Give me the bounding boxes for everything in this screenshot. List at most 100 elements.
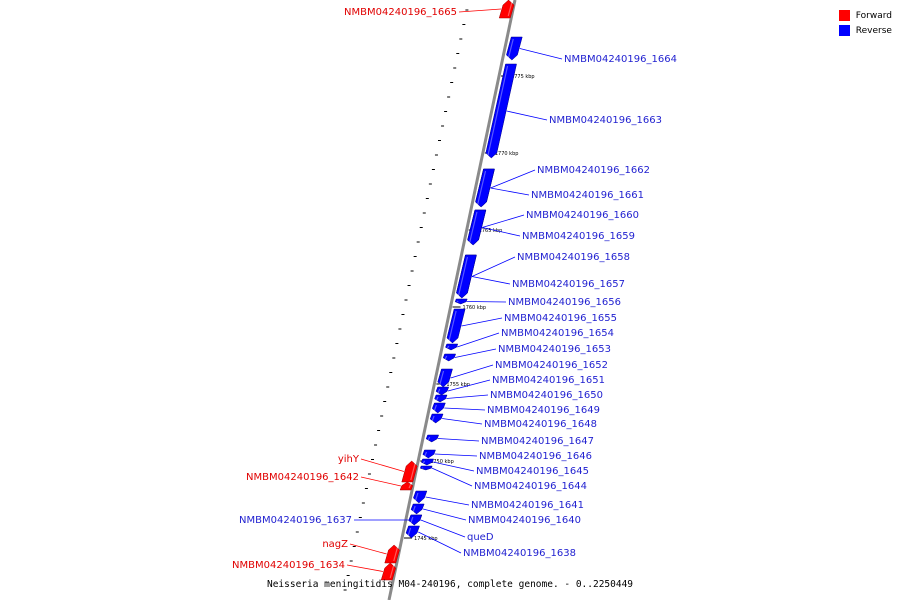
reverse-gene-arrow bbox=[435, 386, 450, 396]
gene-label-connector bbox=[431, 467, 473, 487]
gene-label-connector bbox=[482, 227, 521, 237]
gene-label-connector bbox=[446, 394, 489, 399]
gene-label: NMBM04240196_1651 bbox=[492, 375, 605, 386]
gene-label: NMBM04240196_1634 bbox=[232, 560, 345, 571]
gene-label-connector bbox=[458, 8, 502, 13]
kbp-label: 1775 kbp bbox=[511, 74, 535, 80]
kbp-label: 1760 kbp bbox=[463, 305, 487, 311]
reverse-gene-arrow bbox=[475, 168, 495, 208]
gene-label: NMBM04240196_1653 bbox=[498, 344, 611, 355]
gene-label: NMBM04240196_1640 bbox=[468, 515, 581, 526]
gene-highlight bbox=[439, 370, 445, 386]
reverse-gene-arrow bbox=[422, 449, 436, 459]
gene-highlight bbox=[456, 300, 459, 303]
gene-label: NMBM04240196_1649 bbox=[487, 405, 600, 416]
gene-label: NMBM04240196_1641 bbox=[471, 500, 584, 511]
gene-label-connector bbox=[490, 169, 536, 189]
kbp-label: 1770 kbp bbox=[495, 151, 519, 157]
gene-label: queD bbox=[467, 532, 494, 543]
legend-label-forward: Forward bbox=[855, 10, 892, 21]
gene-highlight bbox=[444, 355, 448, 360]
legend: Forward Reverse bbox=[838, 8, 892, 38]
gene-highlight bbox=[393, 546, 399, 562]
gene-highlight bbox=[437, 388, 441, 394]
kbp-label: 1765 kbp bbox=[479, 228, 503, 234]
forward-gene-arrow bbox=[380, 562, 397, 581]
gene-label: yihY bbox=[338, 454, 360, 465]
gene-highlight bbox=[414, 492, 419, 502]
reverse-gene-arrow bbox=[445, 343, 459, 351]
gene-label-connector bbox=[418, 531, 462, 554]
gene-label: NMBM04240196_1637 bbox=[239, 515, 352, 526]
kbp-label: 1755 kbp bbox=[446, 382, 470, 388]
reverse-gene-arrow bbox=[456, 254, 477, 299]
gene-highlight bbox=[424, 451, 428, 457]
gene-label-connector bbox=[420, 519, 466, 538]
gene-label: NMBM04240196_1646 bbox=[479, 451, 592, 462]
gene-label: NMBM04240196_1650 bbox=[490, 390, 603, 401]
gene-highlight bbox=[507, 1, 513, 17]
gene-label-connector bbox=[461, 317, 503, 327]
gene-label-connector bbox=[432, 461, 475, 472]
gene-highlight bbox=[433, 404, 437, 412]
gene-highlight bbox=[407, 527, 412, 537]
gene-label: NMBM04240196_1665 bbox=[344, 7, 457, 18]
gene-label: NMBM04240196_1645 bbox=[476, 466, 589, 477]
gene-label: NMBM04240196_1647 bbox=[481, 436, 594, 447]
genome-caption: Neisseria meningitidis M04-240196, compl… bbox=[266, 579, 634, 590]
gene-label: NMBM04240196_1644 bbox=[474, 481, 587, 492]
gene-highlight bbox=[476, 170, 487, 206]
gene-label: NMBM04240196_1655 bbox=[504, 313, 617, 324]
gene-label: nagZ bbox=[322, 539, 348, 550]
gene-highlight bbox=[446, 345, 450, 349]
gene-label: NMBM04240196_1658 bbox=[517, 252, 630, 263]
kbp-label: 1750 kbp bbox=[430, 459, 454, 465]
reverse-gene-arrow bbox=[429, 413, 444, 424]
reverse-gene-arrow bbox=[437, 368, 453, 388]
gene-label-connector bbox=[447, 379, 491, 392]
reverse-gene-arrow bbox=[419, 465, 433, 471]
gene-label-connector bbox=[425, 496, 470, 506]
gene-highlight bbox=[431, 415, 435, 422]
gene-label: NMBM04240196_1648 bbox=[484, 419, 597, 430]
gene-highlight bbox=[410, 516, 414, 524]
gene-highlight bbox=[436, 396, 439, 401]
kbp-label: 1745 kbp bbox=[414, 536, 438, 542]
gene-highlight bbox=[448, 310, 457, 342]
gene-label-connector bbox=[471, 256, 516, 277]
gene-label-connector bbox=[519, 48, 563, 60]
forward-swatch-icon bbox=[838, 10, 850, 21]
legend-item-forward: Forward bbox=[838, 8, 892, 23]
reverse-swatch-icon bbox=[838, 25, 850, 36]
gene-label-connector bbox=[434, 453, 478, 457]
reverse-gene-arrow bbox=[421, 458, 434, 466]
gene-highlight bbox=[427, 436, 431, 441]
reverse-gene-arrow bbox=[431, 402, 446, 414]
gene-highlight bbox=[408, 483, 412, 489]
reverse-gene-arrow bbox=[467, 209, 487, 246]
gene-label-connector bbox=[360, 476, 402, 487]
gene-highlight bbox=[487, 65, 509, 157]
gene-highlight bbox=[457, 256, 469, 297]
gene-label: NMBM04240196_1654 bbox=[501, 328, 614, 339]
reverse-gene-arrow bbox=[405, 525, 420, 539]
gene-highlight bbox=[468, 211, 478, 244]
gene-label-connector bbox=[457, 332, 500, 348]
gene-label: NMBM04240196_1659 bbox=[522, 231, 635, 242]
gene-label-connector bbox=[346, 564, 384, 572]
gene-label-connector bbox=[442, 418, 483, 425]
gene-label-connector bbox=[471, 276, 511, 285]
reverse-gene-arrow bbox=[454, 298, 468, 305]
gene-label-connector bbox=[482, 214, 525, 228]
gene-label: NMBM04240196_1642 bbox=[246, 472, 359, 483]
gene-label: NMBM04240196_1656 bbox=[508, 297, 621, 308]
gene-label: NMBM04240196_1663 bbox=[549, 115, 662, 126]
gene-label-connector bbox=[450, 364, 494, 379]
gene-highlight bbox=[507, 38, 514, 59]
gene-label-connector bbox=[437, 438, 480, 442]
reverse-gene-arrow bbox=[434, 394, 448, 403]
forward-gene-arrow bbox=[498, 0, 515, 19]
gene-label: NMBM04240196_1662 bbox=[537, 165, 650, 176]
gene-label: NMBM04240196_1660 bbox=[526, 210, 639, 221]
